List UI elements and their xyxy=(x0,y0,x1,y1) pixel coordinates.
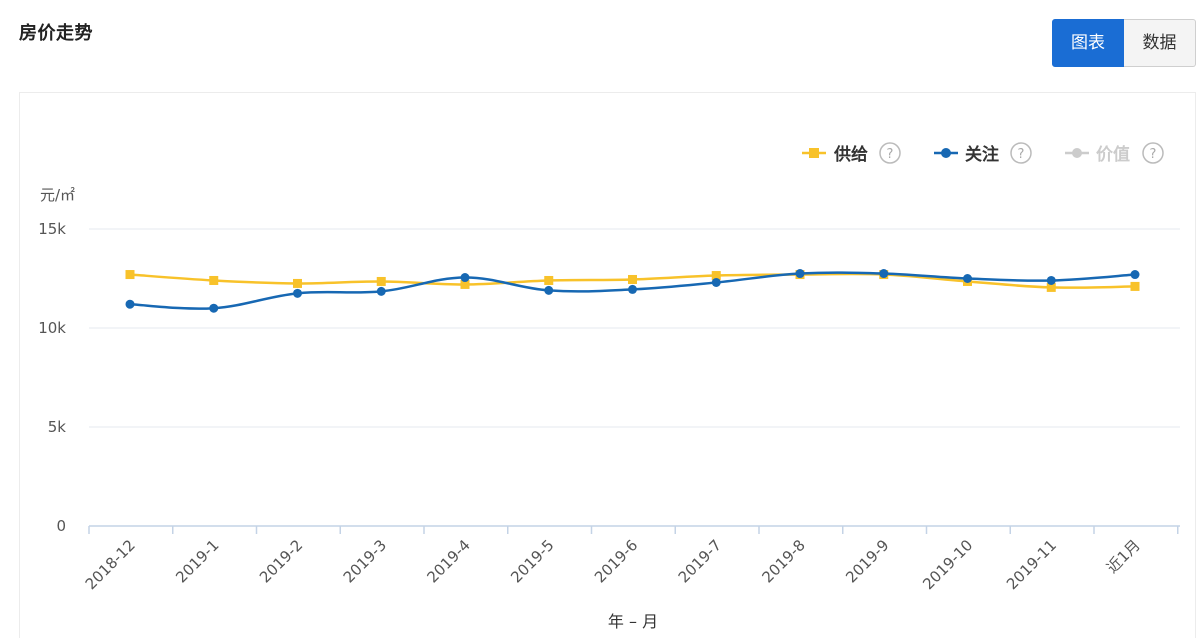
help-icon-glyph: ? xyxy=(1018,147,1025,162)
data-point[interactable] xyxy=(209,275,219,285)
data-point[interactable] xyxy=(376,286,386,296)
y-tick-label: 5k xyxy=(48,418,67,436)
legend-item-value[interactable]: 价值 ? xyxy=(1065,142,1164,165)
data-point[interactable] xyxy=(544,275,554,285)
help-icon[interactable] xyxy=(1142,142,1164,164)
y-tick-label: 15k xyxy=(38,220,66,238)
help-icon[interactable] xyxy=(1010,142,1032,164)
data-point[interactable] xyxy=(460,279,470,289)
x-tick-label: 2019-7 xyxy=(675,536,725,586)
help-icon[interactable] xyxy=(879,142,901,164)
data-point[interactable] xyxy=(209,303,219,313)
x-tick-label: 2019-10 xyxy=(919,536,976,593)
legend-attention-label: 关注 xyxy=(965,144,999,165)
view-toggle: 图表 数据 xyxy=(1052,19,1196,67)
data-point[interactable] xyxy=(293,288,302,298)
y-axis: 0 5k 10k 15k xyxy=(38,220,66,535)
chart-view-button[interactable]: 图表 xyxy=(1052,19,1124,67)
help-icon-glyph: ? xyxy=(1150,147,1157,162)
y-tick-label: 0 xyxy=(56,517,66,535)
data-point[interactable] xyxy=(1046,282,1056,292)
x-tick-label: 近1月 xyxy=(1103,536,1144,577)
x-tick-label: 2019-8 xyxy=(759,536,809,586)
x-tick-label: 2019-1 xyxy=(172,536,222,586)
grid-lines xyxy=(89,228,1180,428)
chart-card xyxy=(19,92,1196,638)
legend-item-supply[interactable]: 供给 ? xyxy=(802,142,901,165)
data-point[interactable] xyxy=(711,277,721,287)
legend-supply-square-icon xyxy=(809,148,819,158)
data-point[interactable] xyxy=(711,271,721,281)
data-point[interactable] xyxy=(795,269,805,279)
legend-value-circle-icon xyxy=(1072,148,1082,158)
data-view-button[interactable]: 数据 xyxy=(1124,19,1196,67)
legend-supply-label: 供给 xyxy=(833,144,868,165)
data-point[interactable] xyxy=(125,299,135,309)
data-point[interactable] xyxy=(628,274,637,284)
data-point[interactable] xyxy=(879,269,889,279)
data-point[interactable] xyxy=(1130,270,1140,280)
data-point[interactable] xyxy=(460,273,470,283)
data-point[interactable] xyxy=(544,285,554,295)
legend-item-attention[interactable]: 关注 ? xyxy=(934,142,1032,165)
data-point[interactable] xyxy=(963,274,972,283)
y-axis-label: 元/㎡ xyxy=(40,186,75,204)
legend-value-label: 价值 xyxy=(1096,144,1130,165)
series-layer xyxy=(125,269,1140,313)
x-axis-title: 年 – 月 xyxy=(608,612,658,631)
x-tick-label: 2019-6 xyxy=(591,536,641,586)
data-point[interactable] xyxy=(125,270,135,280)
x-tick-label: 2019-2 xyxy=(256,536,306,586)
x-tick-label: 2019-4 xyxy=(424,536,474,586)
data-point[interactable] xyxy=(1046,275,1056,285)
x-tick-label: 2019-5 xyxy=(507,536,557,586)
x-tick-label: 2018-12 xyxy=(82,536,139,593)
data-point[interactable] xyxy=(376,276,386,286)
data-point[interactable] xyxy=(293,278,302,288)
help-icon-glyph: ? xyxy=(887,147,894,162)
data-point[interactable] xyxy=(628,284,637,294)
legend-attention-circle-icon xyxy=(941,148,951,158)
y-tick-label: 10k xyxy=(38,319,66,337)
series-attention xyxy=(125,269,1140,313)
x-axis: 2018-12 2019-1 2019-2 2019-3 2019-4 2019-5 201… xyxy=(82,525,1180,593)
legend: 供给 ? 关注 ? 价值 ? xyxy=(802,142,1164,165)
x-tick-label: 2019-11 xyxy=(1003,536,1060,593)
x-tick-label: 2019-3 xyxy=(340,536,390,586)
page-title: 房价走势 xyxy=(19,23,93,44)
data-point[interactable] xyxy=(1130,281,1140,291)
x-tick-label: 2019-9 xyxy=(842,536,892,586)
